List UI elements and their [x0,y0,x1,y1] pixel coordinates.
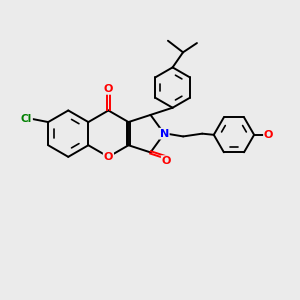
Text: O: O [104,152,113,162]
Text: O: O [264,130,273,140]
Text: O: O [162,156,171,166]
Text: O: O [104,84,113,94]
Text: Cl: Cl [21,114,32,124]
Text: N: N [160,129,169,139]
